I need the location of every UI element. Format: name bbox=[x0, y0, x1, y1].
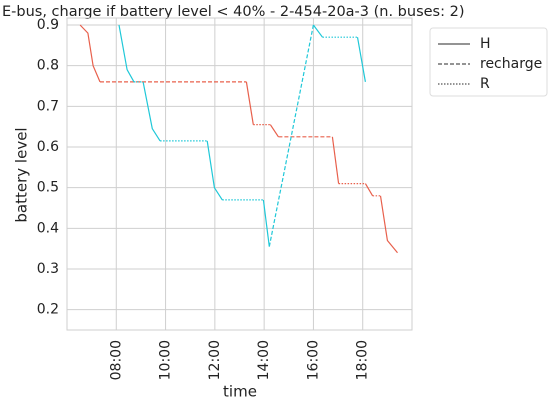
y-tick-label: 0.9 bbox=[37, 17, 59, 33]
x-tick-label: 12:00 bbox=[207, 340, 223, 380]
x-tick-label: 16:00 bbox=[305, 340, 321, 380]
series-line bbox=[268, 24, 314, 247]
y-tick-label: 0.4 bbox=[37, 220, 59, 236]
y-tick-label: 0.6 bbox=[37, 139, 59, 155]
y-tick-label: 0.2 bbox=[37, 302, 59, 318]
legend-label: recharge bbox=[480, 56, 542, 72]
plot-frame bbox=[66, 17, 413, 331]
series-line bbox=[79, 24, 101, 83]
x-tick-label: 14:00 bbox=[256, 340, 272, 380]
legend-label: R bbox=[480, 76, 490, 92]
legend-label: H bbox=[480, 36, 491, 52]
chart-title: E-bus, charge if battery level < 40% - 2… bbox=[2, 4, 465, 20]
series-line bbox=[245, 81, 254, 125]
x-tick-label: 08:00 bbox=[108, 340, 124, 380]
series-line bbox=[312, 24, 323, 38]
series-line bbox=[331, 136, 340, 184]
legend-box bbox=[429, 27, 548, 97]
y-tick-label: 0.7 bbox=[37, 98, 59, 114]
grid bbox=[67, 18, 412, 330]
series-line bbox=[379, 195, 398, 254]
y-tick-label: 0.8 bbox=[37, 58, 59, 74]
y-tick-label: 0.5 bbox=[37, 180, 59, 196]
series-line bbox=[118, 24, 135, 83]
series-line bbox=[356, 37, 366, 83]
series-line bbox=[262, 199, 270, 247]
plot-lines bbox=[79, 24, 398, 254]
series-line bbox=[142, 81, 161, 142]
series-line bbox=[269, 124, 279, 138]
y-axis-label: battery level bbox=[13, 127, 31, 222]
series-line bbox=[364, 183, 374, 197]
series-line bbox=[206, 140, 223, 201]
y-tick-label: 0.3 bbox=[37, 261, 59, 277]
x-tick-label: 10:00 bbox=[158, 340, 174, 380]
x-tick-label: 18:00 bbox=[355, 340, 371, 380]
x-axis-label: time bbox=[223, 383, 257, 401]
